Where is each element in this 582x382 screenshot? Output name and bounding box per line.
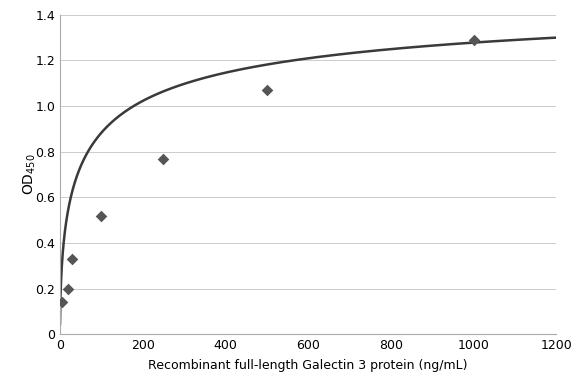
Point — [63, 286, 73, 292]
Point — [68, 256, 77, 262]
Point — [262, 87, 271, 93]
X-axis label: Recombinant full-length Galectin 3 protein (ng/mL): Recombinant full-length Galectin 3 prote… — [148, 359, 468, 372]
Point — [97, 213, 106, 219]
Point — [159, 155, 168, 162]
Y-axis label: OD$_{\mathregular{450}}$: OD$_{\mathregular{450}}$ — [22, 154, 38, 196]
Point — [58, 299, 67, 306]
Point — [469, 37, 478, 43]
